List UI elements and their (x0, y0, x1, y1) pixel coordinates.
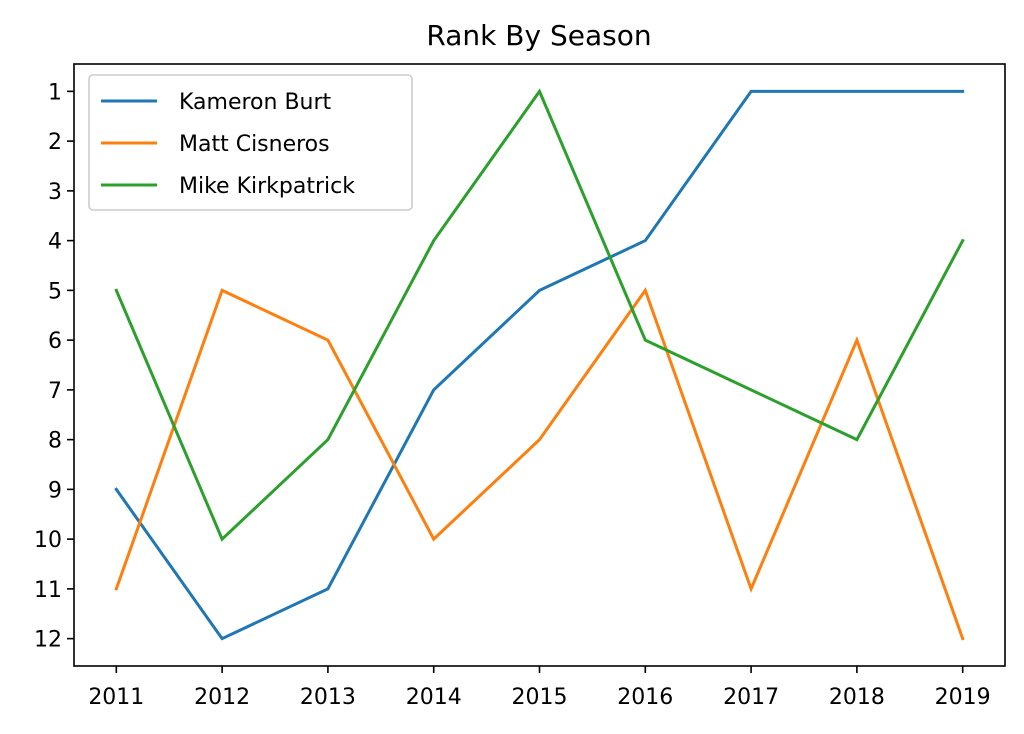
series-line-3 (114, 88, 965, 542)
y-tick-label: 9 (48, 478, 62, 503)
y-tick-label: 2 (48, 130, 62, 155)
legend-box (88, 74, 413, 211)
chart-title: Rank By Season (426, 19, 651, 52)
x-tick-label: 2015 (512, 685, 568, 710)
x-tick-label: 2014 (406, 685, 462, 710)
x-tick-label: 2017 (723, 685, 779, 710)
series-layer (114, 88, 965, 641)
axes-layer: 2011 2012 2013 2014 2015 2016 2017 2018 20191234… (34, 63, 1006, 710)
y-tick-label: 1 (48, 80, 62, 105)
y-tick-label: 11 (34, 578, 62, 603)
x-tick-label: 2012 (194, 685, 250, 710)
legend: Kameron Burt Matt Cisneros Mike Kirkpatric… (88, 74, 413, 211)
legend-label-1: Kameron Burt (179, 90, 332, 115)
x-tick-label: 2011 (88, 685, 144, 710)
y-tick-label: 3 (48, 180, 62, 205)
y-tick-label: 7 (48, 379, 62, 404)
x-tick-label: 2018 (829, 685, 885, 710)
y-tick-label: 12 (34, 628, 62, 653)
x-tick-label: 2013 (300, 685, 356, 710)
x-tick-label: 2016 (617, 685, 673, 710)
y-tick-label: 8 (48, 429, 62, 454)
legend-label-2: Matt Cisneros (179, 132, 330, 157)
y-tick-label: 6 (48, 329, 62, 354)
series-line-2 (114, 287, 965, 641)
y-tick-label: 4 (48, 230, 62, 255)
y-tick-label: 5 (48, 279, 62, 304)
y-tick-label: 10 (34, 528, 62, 553)
legend-label-3: Mike Kirkpatrick (179, 174, 355, 199)
x-tick-label: 2019 (935, 685, 991, 710)
series-line-1 (114, 89, 965, 641)
